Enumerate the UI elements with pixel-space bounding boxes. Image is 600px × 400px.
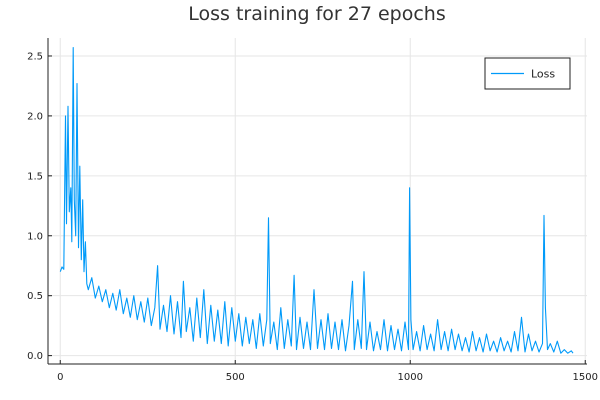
series-line-0: [59, 47, 574, 354]
tick-labels: 0 500 1000 1500 0.0 0.5 1.0 1.5 2.0 2.5: [27, 51, 598, 383]
series-group: [59, 47, 574, 354]
x-tick-label-0: 0: [57, 372, 63, 383]
x-tick-label-1: 500: [226, 372, 245, 383]
y-tick-label-5: 2.5: [27, 51, 43, 62]
y-tick-label-1: 0.5: [27, 291, 43, 302]
x-tick-label-3: 1500: [573, 372, 598, 383]
y-tick-label-0: 0.0: [27, 351, 43, 362]
x-tick-label-2: 1000: [398, 372, 423, 383]
y-tick-label-4: 2.0: [27, 111, 43, 122]
legend: Loss: [484, 57, 571, 90]
y-tick-label-3: 1.5: [27, 171, 43, 182]
grid: [48, 38, 587, 364]
y-tick-label-2: 1.0: [27, 231, 43, 242]
chart-title: Loss training for 27 epochs: [188, 3, 446, 25]
legend-label: Loss: [531, 68, 555, 81]
axes: [47, 38, 587, 365]
